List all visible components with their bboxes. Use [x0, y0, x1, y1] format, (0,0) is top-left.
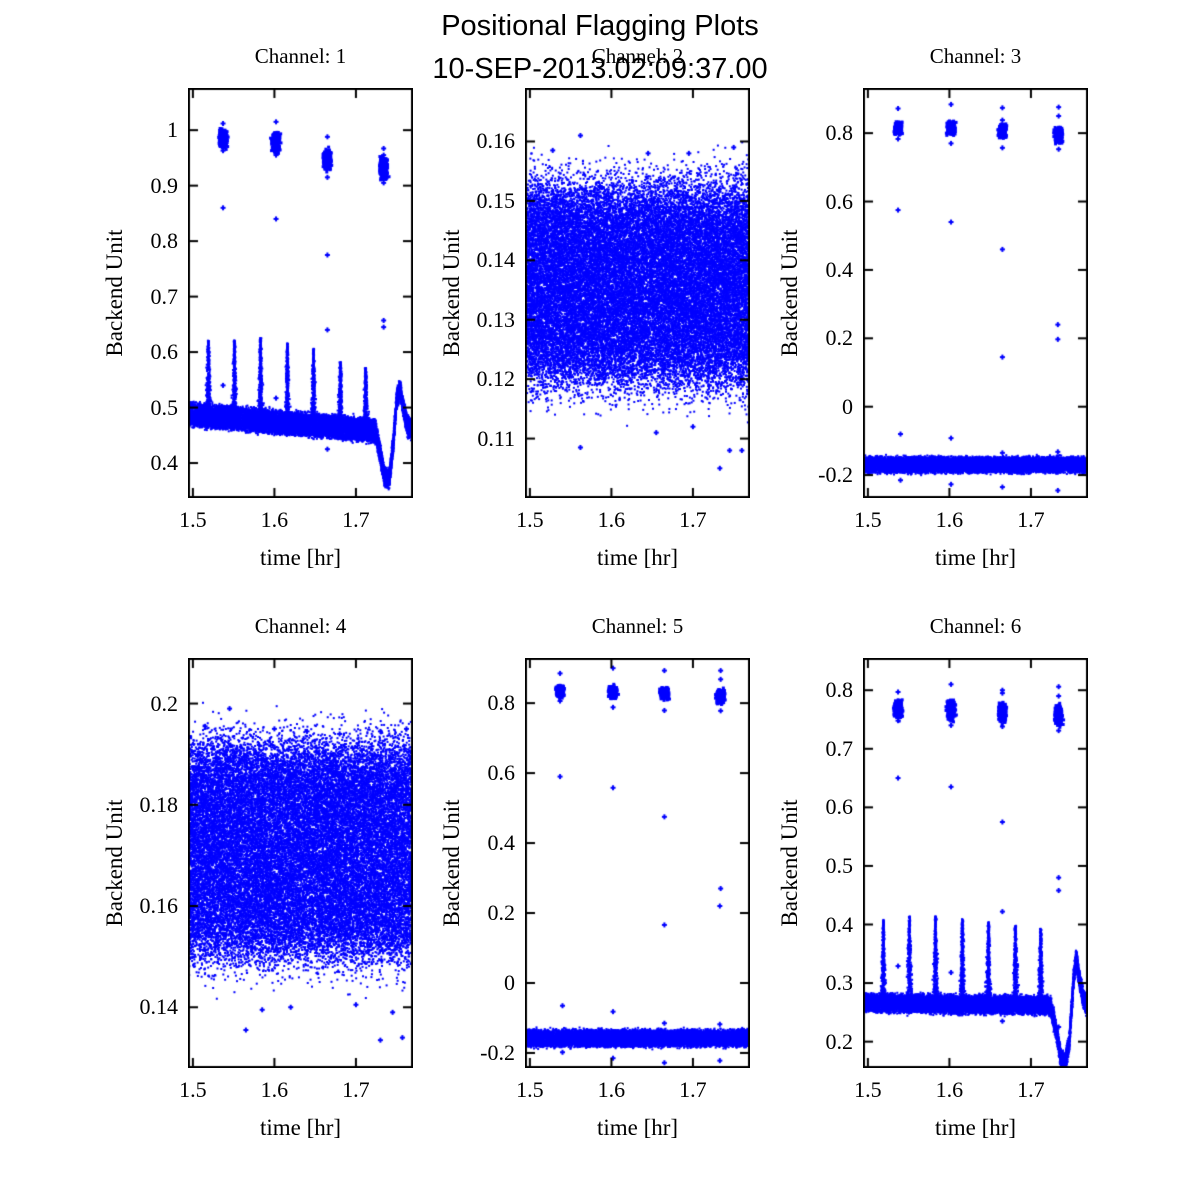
channel-4-xlabel: time [hr]	[259, 1115, 342, 1140]
channel-6-ytick-label-0.6: 0.6	[825, 794, 854, 820]
channel-6-xtick-label-1.7: 1.7	[1017, 1077, 1045, 1102]
channel-5-ytick-label--0.2: -0.2	[480, 1039, 515, 1065]
channel-2-plot-canvas	[525, 88, 750, 498]
channel-1-plot-canvas	[188, 88, 413, 498]
channel-6-title: Channel: 6	[929, 614, 1022, 638]
channel-4-xtick-label-1.7: 1.7	[342, 1077, 370, 1102]
channel-4-title: Channel: 4	[254, 614, 347, 638]
channel-1-xtick-label-1.5: 1.5	[179, 507, 207, 532]
channel-5-ylabel: Backend Unit	[439, 799, 464, 927]
channel-3-ylabel: Backend Unit	[777, 229, 802, 357]
channel-1-ytick-label-0.6: 0.6	[150, 339, 179, 365]
channel-3-plot-canvas	[863, 88, 1088, 498]
channel-2-ytick-label-0.16: 0.16	[476, 128, 516, 154]
channel-1-ytick-label-0.8: 0.8	[150, 228, 179, 254]
channel-3-xtick-label-1.5: 1.5	[854, 507, 882, 532]
channel-3-ytick-label-0.6: 0.6	[825, 188, 854, 214]
channel-6-ylabel: Backend Unit	[777, 799, 802, 927]
channel-5-ytick-label-0.6: 0.6	[487, 760, 516, 786]
channel-3-title: Channel: 3	[929, 44, 1022, 68]
channel-4-xtick-label-1.5: 1.5	[179, 1077, 207, 1102]
channel-1-ytick-label-0.7: 0.7	[150, 283, 179, 309]
channel-5-xlabel: time [hr]	[596, 1115, 679, 1140]
channel-5-ytick-label-0: 0	[504, 969, 515, 995]
channel-2-xtick-label-1.7: 1.7	[679, 507, 707, 532]
channel-3-xlabel: time [hr]	[934, 545, 1017, 570]
channel-4-ytick-label-0.18: 0.18	[139, 791, 179, 817]
channel-4-plot-canvas	[188, 658, 413, 1068]
channel-3-ytick-label-0.4: 0.4	[825, 256, 854, 282]
channel-2-title: Channel: 2	[591, 44, 684, 68]
channel-6-plot-canvas	[863, 658, 1088, 1068]
channel-6-ytick-label-0.2: 0.2	[825, 1028, 854, 1054]
channel-1-xtick-label-1.6: 1.6	[260, 507, 289, 532]
channel-5-ytick-label-0.4: 0.4	[487, 830, 516, 856]
channel-3-ytick-label-0.2: 0.2	[825, 325, 854, 351]
channel-6-ytick-label-0.4: 0.4	[825, 911, 854, 937]
channel-5-ytick-label-0.8: 0.8	[487, 690, 516, 716]
channel-3-xtick-label-1.6: 1.6	[935, 507, 964, 532]
channel-4-ytick-label-0.2: 0.2	[150, 690, 179, 716]
channel-2-xtick-label-1.6: 1.6	[597, 507, 626, 532]
channel-6-xlabel: time [hr]	[934, 1115, 1017, 1140]
channel-4-ylabel: Backend Unit	[102, 799, 127, 927]
channel-1-xlabel: time [hr]	[259, 545, 342, 570]
channel-2-ytick-label-0.13: 0.13	[476, 306, 516, 332]
channel-1-ytick-label-0.4: 0.4	[150, 450, 179, 476]
channel-2-ylabel: Backend Unit	[439, 229, 464, 357]
channel-5-title: Channel: 5	[591, 614, 684, 638]
channel-2-ytick-label-0.12: 0.12	[476, 366, 516, 392]
channel-2-xtick-label-1.5: 1.5	[516, 507, 544, 532]
channel-5-xtick-label-1.5: 1.5	[516, 1077, 544, 1102]
channel-6-ytick-label-0.5: 0.5	[825, 852, 854, 878]
channel-4-xtick-label-1.6: 1.6	[260, 1077, 289, 1102]
channel-2-ytick-label-0.11: 0.11	[477, 425, 515, 451]
channel-3-xtick-label-1.7: 1.7	[1017, 507, 1045, 532]
channel-6-ytick-label-0.3: 0.3	[825, 970, 854, 996]
channel-5-xtick-label-1.7: 1.7	[679, 1077, 707, 1102]
channel-6-ytick-label-0.7: 0.7	[825, 735, 854, 761]
channel-5-xtick-label-1.6: 1.6	[597, 1077, 626, 1102]
channel-2-ytick-label-0.14: 0.14	[476, 247, 516, 273]
channel-1-ytick-label-1: 1	[167, 117, 178, 143]
channel-4-ytick-label-0.16: 0.16	[139, 893, 179, 919]
channel-3-ytick-label--0.2: -0.2	[818, 462, 853, 488]
channel-3-ytick-label-0.8: 0.8	[825, 120, 854, 146]
channel-2-xlabel: time [hr]	[596, 545, 679, 570]
channel-6-xtick-label-1.5: 1.5	[854, 1077, 882, 1102]
channel-5-plot-canvas	[525, 658, 750, 1068]
figure-title: Positional Flagging Plots	[441, 10, 759, 42]
channel-1-title: Channel: 1	[254, 44, 347, 68]
channel-1-ytick-label-0.5: 0.5	[150, 394, 179, 420]
channel-4-ytick-label-0.14: 0.14	[139, 994, 179, 1020]
channel-1-ylabel: Backend Unit	[102, 229, 127, 357]
channel-3-ytick-label-0: 0	[842, 393, 853, 419]
channel-5-ytick-label-0.2: 0.2	[487, 900, 516, 926]
figure-subtitle-datestamp: 10-SEP-2013.02:09:37.00	[432, 53, 768, 85]
channel-2-ytick-label-0.15: 0.15	[476, 187, 516, 213]
channel-1-ytick-label-0.9: 0.9	[150, 172, 179, 198]
channel-6-ytick-label-0.8: 0.8	[825, 677, 854, 703]
channel-1-xtick-label-1.7: 1.7	[342, 507, 370, 532]
channel-6-xtick-label-1.6: 1.6	[935, 1077, 964, 1102]
